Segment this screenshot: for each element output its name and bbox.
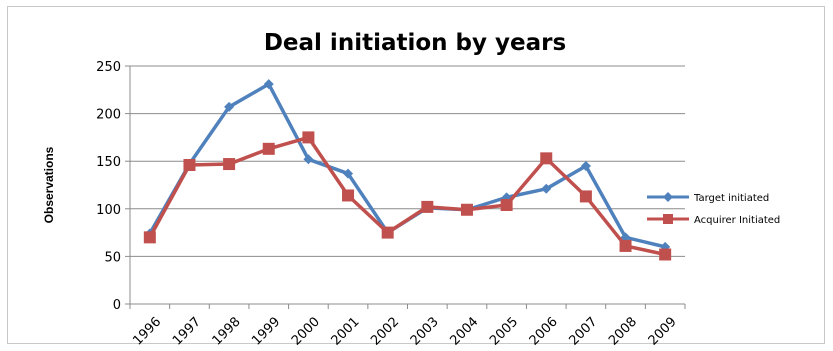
data-point xyxy=(381,226,394,239)
legend-item: Acquirer Initiated xyxy=(647,214,780,226)
x-tick-label: 2009 xyxy=(646,315,680,349)
data-point xyxy=(580,160,591,171)
legend-label: Target initiated xyxy=(693,193,769,204)
data-point xyxy=(460,203,473,216)
chart-frame xyxy=(7,6,825,344)
data-point xyxy=(183,159,196,172)
gridlines xyxy=(130,65,685,257)
series-group xyxy=(143,79,672,261)
legend-label: Acquirer Initiated xyxy=(694,215,780,226)
data-point xyxy=(619,239,632,252)
y-tick-labels: 0 50 100 150 200 250 xyxy=(96,60,121,313)
y-tick-label: 100 xyxy=(96,203,121,218)
data-point xyxy=(620,232,631,243)
x-tick-label: 2006 xyxy=(527,315,561,349)
x-tick-label: 2001 xyxy=(329,315,363,349)
x-tick-label: 1998 xyxy=(210,315,244,349)
data-point xyxy=(342,189,355,202)
legend: Target initiated Acquirer Initiated xyxy=(647,192,780,226)
legend-marker xyxy=(663,214,673,224)
data-point xyxy=(303,154,314,165)
y-tick-label: 50 xyxy=(104,250,121,265)
y-tick-label: 150 xyxy=(96,155,121,170)
y-tick-label: 200 xyxy=(96,108,121,123)
legend-item: Target initiated xyxy=(647,192,769,204)
x-tick-label: 2004 xyxy=(447,315,481,349)
data-point xyxy=(343,168,354,179)
x-tick-label: 2000 xyxy=(289,315,323,349)
x-tick-label: 1996 xyxy=(130,315,164,349)
data-point xyxy=(421,200,434,213)
y-tick-label: 0 xyxy=(113,298,121,313)
data-point xyxy=(579,190,592,203)
axes xyxy=(125,65,686,309)
y-axis-label: Observations xyxy=(42,146,56,223)
x-tick-label: 2002 xyxy=(368,315,402,349)
data-point xyxy=(223,158,236,171)
x-tick-label: 2008 xyxy=(606,315,640,349)
x-tick-label: 2007 xyxy=(566,315,600,349)
legend-marker xyxy=(663,192,673,202)
data-point xyxy=(302,131,315,144)
data-point xyxy=(263,79,274,90)
x-tick-label: 2003 xyxy=(408,315,442,349)
data-point xyxy=(540,152,553,165)
data-point xyxy=(143,231,156,244)
series-line xyxy=(148,135,666,257)
x-tick-labels: 1996 1997 1998 1999 2000 2001 2002 2003 2004 2005… xyxy=(130,315,679,349)
data-point xyxy=(659,248,672,261)
data-point xyxy=(224,101,235,112)
x-tick-label: 2005 xyxy=(487,315,521,349)
chart-title: Deal initiation by years xyxy=(264,30,566,56)
x-tick-label: 1999 xyxy=(249,315,283,349)
data-point xyxy=(541,183,552,194)
y-tick-label: 250 xyxy=(96,60,121,75)
x-tick-label: 1997 xyxy=(170,315,204,349)
series-1 xyxy=(143,131,672,261)
data-point xyxy=(262,142,275,155)
data-point xyxy=(500,198,513,211)
